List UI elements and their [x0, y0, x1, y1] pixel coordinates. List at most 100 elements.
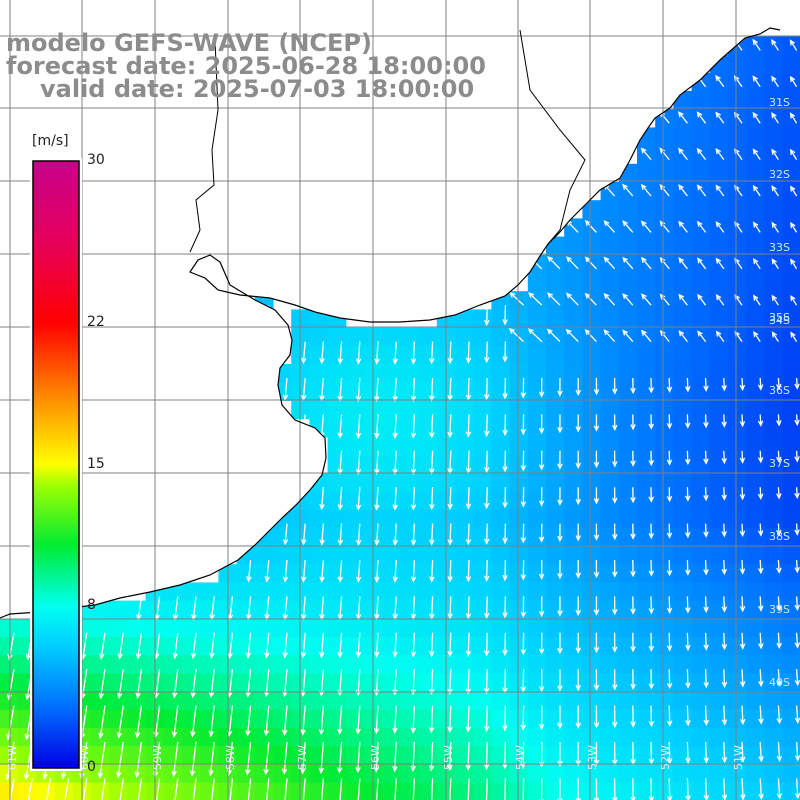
field-cell	[509, 436, 529, 456]
field-cell	[782, 436, 800, 456]
wind-arrow	[465, 414, 472, 438]
wind-arrow	[266, 778, 270, 800]
field-cell	[382, 600, 401, 620]
wind-arrow	[648, 632, 655, 652]
field-cell	[400, 637, 420, 656]
wind-arrow	[703, 414, 709, 429]
wind-arrow	[410, 377, 417, 403]
field-cell	[182, 582, 201, 602]
field-cell	[382, 673, 401, 693]
wind-arrow	[245, 705, 252, 737]
field-cell	[327, 436, 347, 456]
wind-arrow	[630, 596, 636, 615]
field-cell	[400, 673, 420, 693]
field-cell	[709, 746, 729, 765]
field-cell	[546, 473, 565, 492]
colorbar	[30, 158, 82, 771]
wind-arrow	[465, 596, 472, 620]
field-cell	[564, 236, 583, 256]
wind-arrow	[447, 487, 453, 511]
field-cell	[345, 673, 365, 693]
wind-arrow	[794, 487, 800, 500]
field-cell	[418, 709, 438, 729]
field-cell	[254, 618, 274, 638]
field-cell	[491, 455, 511, 474]
wind-arrow	[593, 559, 600, 579]
field-cell	[582, 473, 602, 492]
field-cell	[418, 473, 438, 492]
field-cell	[746, 364, 765, 383]
wind-arrow	[101, 778, 106, 800]
wind-arrow	[612, 596, 618, 616]
wind-arrow	[630, 450, 636, 467]
field-cell	[546, 655, 565, 674]
lon-label: 55W	[442, 745, 455, 770]
field-cell	[455, 764, 474, 784]
field-cell	[400, 546, 420, 565]
wind-arrow	[319, 487, 325, 511]
field-cell	[400, 582, 420, 602]
field-cell	[673, 691, 693, 711]
field-cell	[509, 546, 529, 565]
field-cell	[309, 509, 329, 529]
wind-arrow	[685, 632, 691, 652]
field-cell	[327, 709, 347, 729]
field-cell	[291, 509, 310, 529]
field-cell	[382, 382, 401, 401]
field-cell	[527, 618, 547, 638]
field-cell	[746, 200, 765, 219]
field-cell	[291, 345, 310, 365]
wind-arrow	[428, 705, 435, 734]
wind-arrow	[648, 559, 654, 577]
field-cell	[709, 709, 729, 729]
field-cell	[309, 709, 329, 729]
field-cell	[418, 527, 438, 547]
wind-arrow	[484, 450, 490, 474]
field-cell	[273, 691, 292, 711]
field-cell	[509, 364, 529, 383]
field-cell	[709, 491, 729, 511]
field-cell	[782, 509, 800, 529]
field-cell	[582, 491, 602, 511]
wind-arrow	[300, 741, 306, 775]
field-cell	[764, 582, 784, 602]
colorbar-gradient	[32, 160, 80, 769]
wind-arrow	[640, 220, 652, 233]
wind-arrow	[575, 487, 581, 506]
field-cell	[400, 527, 420, 547]
wind-arrow	[339, 778, 343, 800]
field-cell	[400, 509, 420, 529]
field-cell	[655, 145, 674, 165]
field-cell	[473, 382, 492, 401]
field-cell	[782, 728, 800, 747]
wind-arrow	[538, 632, 545, 655]
field-cell	[509, 473, 529, 492]
field-cell	[655, 618, 674, 638]
wind-arrow	[758, 632, 764, 650]
field-cell	[273, 582, 292, 602]
field-cell	[382, 436, 401, 456]
field-cell	[418, 746, 438, 765]
wind-arrow	[135, 669, 143, 699]
wind-arrow	[758, 669, 764, 688]
field-cell	[200, 709, 219, 729]
wind-arrow	[465, 741, 471, 771]
wind-arrow	[192, 778, 197, 800]
wind-arrow	[520, 632, 527, 656]
wind-arrow	[715, 257, 725, 270]
wind-arrow	[483, 705, 490, 733]
wind-arrow	[174, 778, 179, 800]
field-cell	[455, 618, 474, 638]
wind-arrow	[565, 328, 579, 343]
field-cell	[600, 691, 620, 711]
field-cell	[309, 746, 329, 765]
wind-arrow	[557, 559, 563, 580]
wind-arrow	[575, 632, 581, 654]
field-cell	[728, 254, 747, 274]
field-cell	[491, 527, 511, 547]
field-cell	[709, 564, 729, 583]
wind-arrow	[721, 559, 727, 576]
field-cell	[418, 364, 438, 383]
field-cell	[109, 746, 128, 765]
